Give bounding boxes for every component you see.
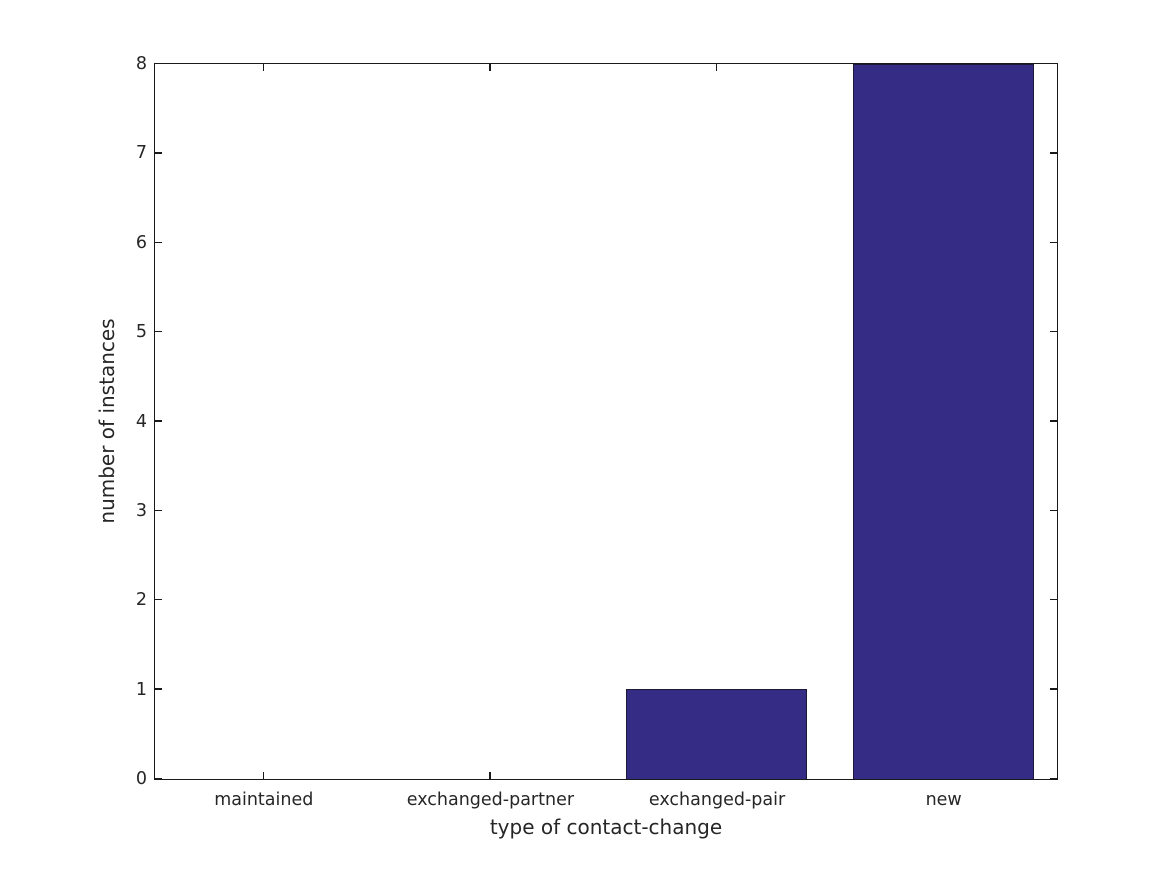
y-tick-label: 3	[135, 500, 147, 521]
y-tick-label: 0	[135, 769, 147, 789]
y-tick-mark-right	[1049, 599, 1057, 601]
y-tick-mark-right	[1049, 420, 1057, 422]
y-tick-mark-left	[154, 62, 162, 65]
y-tick-mark-left	[154, 241, 162, 243]
y-tick-mark-left	[154, 152, 162, 154]
x-tick-mark-top	[715, 63, 718, 71]
y-tick-label: 4	[135, 411, 147, 432]
y-tick-mark-left	[154, 777, 162, 780]
y-tick-mark-right	[1049, 241, 1057, 243]
bar-new	[852, 63, 1034, 779]
y-tick-mark-left	[154, 330, 162, 333]
x-tick-label: maintained	[214, 790, 314, 810]
y-tick-mark-left	[154, 688, 162, 690]
y-tick-mark-right	[1049, 777, 1057, 780]
x-tick-label: new	[925, 790, 962, 810]
y-tick-label: 7	[135, 143, 147, 164]
y-tick-mark-left	[154, 509, 162, 512]
y-tick-mark-right	[1049, 688, 1057, 690]
y-tick-mark-right	[1049, 330, 1057, 333]
bar-exchanged-pair	[625, 689, 808, 779]
y-tick-mark-right	[1049, 509, 1057, 512]
y-tick-label: 2	[135, 590, 147, 611]
y-tick-mark-right	[1049, 62, 1057, 65]
y-tick-label: 6	[135, 232, 147, 253]
x-tick-mark-top	[262, 63, 264, 71]
x-axis-label: type of contact-change	[489, 815, 723, 839]
x-tick-label: exchanged-partner	[406, 790, 575, 810]
y-tick-mark-left	[154, 420, 162, 422]
x-tick-mark-top	[489, 63, 491, 71]
y-tick-label: 5	[135, 322, 147, 343]
y-tick-label: 1	[135, 679, 147, 700]
y-tick-mark-right	[1049, 152, 1057, 154]
y-tick-mark-left	[154, 599, 162, 601]
x-tick-mark-bottom	[489, 771, 491, 779]
y-tick-label: 8	[135, 54, 147, 74]
x-tick-label: exchanged-pair	[648, 790, 786, 810]
plot-area	[153, 62, 1058, 780]
x-tick-mark-bottom	[262, 771, 264, 779]
